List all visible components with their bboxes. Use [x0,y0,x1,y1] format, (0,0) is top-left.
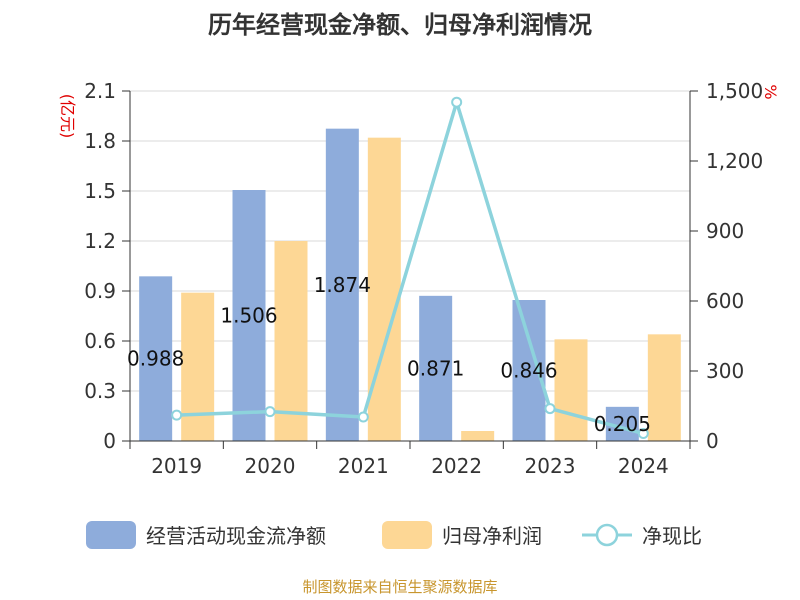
x-tick-label: 2022 [431,454,482,478]
line-point [451,96,463,108]
bar [274,241,308,441]
x-tick-label: 2020 [245,454,296,478]
legend-label: 归母净利润 [442,524,542,548]
bar [419,295,453,441]
data-label: 1.874 [314,273,371,297]
data-label: 0.871 [407,356,464,380]
y-right-tick-label: 600 [706,289,744,313]
y-left-tick-label: 0 [103,429,116,453]
y-left-tick-label: 0.6 [84,329,116,353]
line-point [264,406,276,418]
y-right-tick-label: 1,200 [706,149,763,173]
y-left-unit: (亿元) [58,94,77,139]
legend-item: 经营活动现金流净额 [86,521,326,549]
data-label: 0.205 [594,412,651,436]
bar [647,334,681,441]
legend-swatch [86,521,136,549]
y-right-unit: % [761,84,780,99]
y-left-tick-label: 2.1 [84,79,116,103]
y-left-tick-label: 1.5 [84,179,116,203]
line-point [171,409,183,421]
source-note: 制图数据来自恒生聚源数据库 [302,578,497,596]
bar [139,276,173,441]
legend-item: 净现比 [582,523,702,548]
line-series [171,96,649,440]
line-point [357,411,369,423]
y-right-tick-label: 300 [706,359,744,383]
bar [325,128,359,441]
y-left-tick-label: 0.9 [84,279,116,303]
line-path [176,100,644,436]
bar [367,137,401,441]
x-tick-label: 2021 [338,454,389,478]
legend-label: 净现比 [642,524,702,548]
legend-swatch-marker [595,523,619,547]
legend-swatch [382,521,432,549]
chart-title: 历年经营现金净额、归母净利润情况 [208,11,592,39]
x-tick-label: 2019 [151,454,202,478]
legend-item: 归母净利润 [382,521,542,549]
bars [139,128,681,441]
bar [232,190,266,441]
data-label: 0.988 [127,347,184,371]
bar [461,431,495,441]
y-right-tick-label: 0 [706,429,719,453]
bar [181,292,215,441]
line-point [544,403,556,415]
bar [554,339,588,441]
x-tick-label: 2023 [525,454,576,478]
y-right-tick-label: 1,500 [706,79,763,103]
line-point [637,428,649,440]
legend: 经营活动现金流净额 归母净利润 净现比 [86,521,702,549]
y-left-tick-label: 0.3 [84,379,116,403]
x-tick-label: 2024 [618,454,669,478]
y-left-tick-label: 1.8 [84,129,116,153]
data-label: 0.846 [500,359,557,383]
y-right-tick-label: 900 [706,219,744,243]
y-left-tick-label: 1.2 [84,229,116,253]
legend-label: 经营活动现金流净额 [146,524,326,548]
gridlines [130,90,690,442]
data-labels: 0.988 1.506 1.874 0.871 0.846 0.205 [127,273,651,436]
data-label: 1.506 [220,304,277,328]
axes: 0 0.3 0.6 0.9 1.2 1.5 1.8 2.1 0 300 600 900 1,200 1,5… [58,79,780,478]
